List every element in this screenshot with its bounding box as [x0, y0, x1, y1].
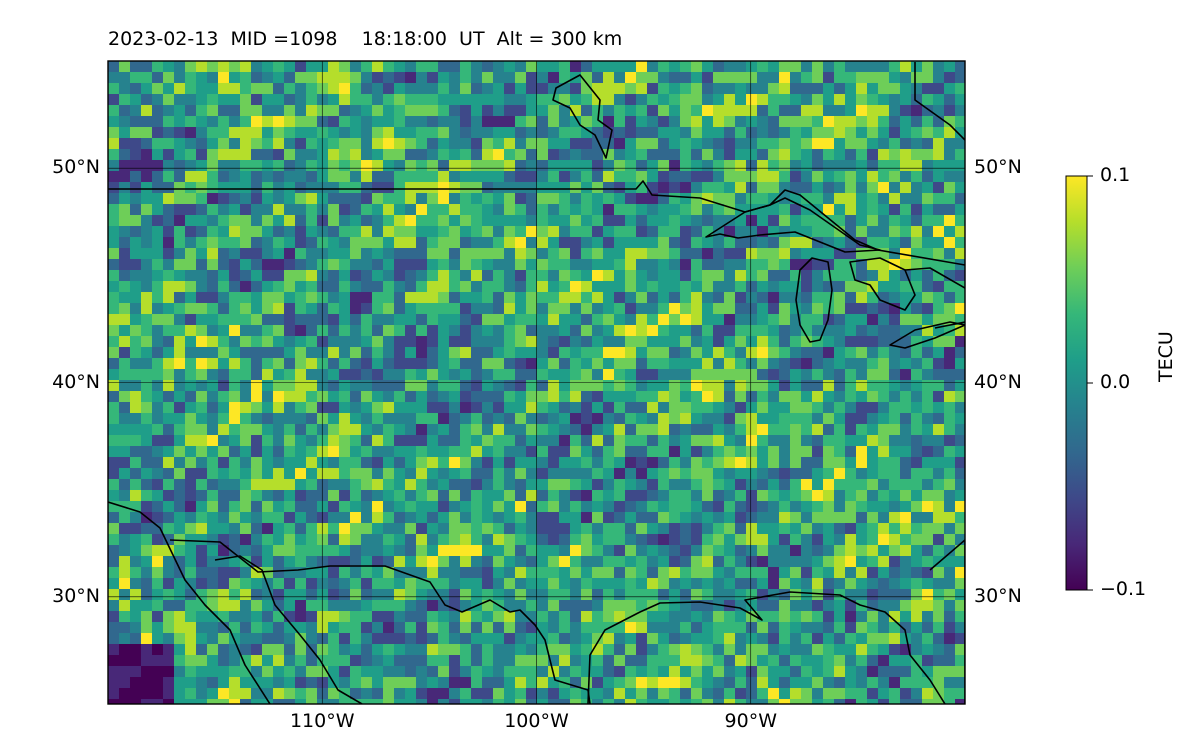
us-mexico-border [169, 539, 591, 704]
lat-tick-label-left: 30°N [52, 584, 100, 607]
tec-heatmap [108, 61, 965, 704]
title-time: 18:18:00 UT [361, 28, 485, 50]
colorbar-tick-label: 0.0 [1100, 371, 1131, 393]
lon-tick-label: 90°W [724, 710, 777, 732]
gulf-coast [587, 591, 946, 704]
colorbar-ticks [1087, 175, 1093, 591]
title-date: 2023-02-13 [108, 28, 219, 50]
lat-tick-label-right: 40°N [974, 370, 1022, 393]
lake-huron [849, 257, 916, 311]
michigan-peninsula [904, 267, 965, 289]
colorbar-tick-label: −0.1 [1100, 578, 1147, 600]
colorbar-tick-label: 0.1 [1100, 164, 1131, 186]
pacific-coast [108, 501, 271, 704]
lake-erie [889, 321, 965, 349]
title-mid: MID =1098 [230, 28, 338, 50]
title-altitude: Alt = 300 km [496, 28, 623, 50]
lat-tick-label-right: 50°N [974, 156, 1022, 179]
hudson-bay-coast [552, 74, 613, 159]
colorbar-scale [1065, 175, 1088, 591]
lake-michigan [795, 257, 833, 343]
lat-tick-label-right: 30°N [974, 584, 1022, 607]
lake-ontario [934, 321, 965, 329]
hudson-bay-east-coast [914, 62, 965, 141]
lake-superior [705, 197, 881, 253]
lat-tick-label-left: 40°N [52, 370, 100, 393]
map-frame [107, 60, 966, 705]
lat-tick-label-left: 50°N [52, 156, 100, 179]
map-gridlines [108, 61, 965, 704]
coastlines [108, 62, 965, 704]
lon-tick-label: 100°W [504, 710, 569, 732]
baja-peninsula [214, 555, 363, 704]
colorbar-title: TECU [1155, 331, 1177, 382]
lon-tick-label: 110°W [289, 710, 355, 732]
florida-coast [929, 539, 965, 704]
map-title: 2023-02-13 MID =1098 18:18:00 UT Alt = 3… [108, 28, 622, 50]
